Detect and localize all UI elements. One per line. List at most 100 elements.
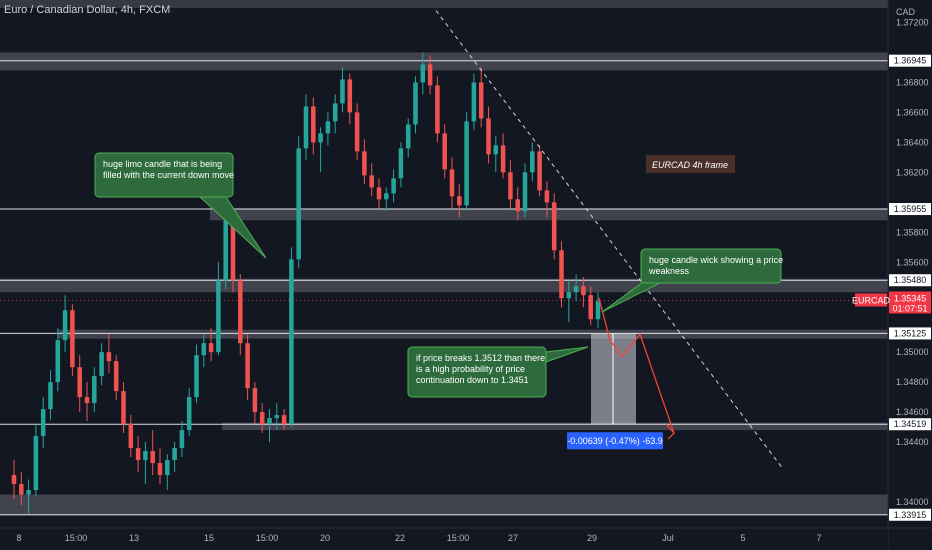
- level-tag: 1.36945: [894, 56, 927, 66]
- candle-body: [420, 64, 426, 83]
- x-tick-label: 7: [816, 533, 821, 543]
- x-tick-label: 15:00: [447, 533, 470, 543]
- candle-body: [471, 82, 477, 122]
- y-tick-label: 1.35600: [896, 257, 929, 267]
- candle-body: [208, 343, 214, 353]
- top-zone: [0, 0, 888, 8]
- candle-body: [19, 484, 24, 495]
- candle-body: [77, 367, 82, 398]
- y-tick-label: 1.34800: [896, 377, 929, 387]
- y-tick-label: 1.34400: [896, 437, 929, 447]
- candle-body: [478, 82, 484, 119]
- y-tick-label: 1.36800: [896, 77, 929, 87]
- x-tick-label: 8: [16, 533, 21, 543]
- candle-body: [530, 151, 535, 173]
- symbol-title: Euro / Canadian Dollar, 4h, FXCM: [4, 4, 171, 16]
- candle-body: [391, 178, 396, 194]
- candle-body: [449, 169, 455, 197]
- candle-body: [296, 148, 301, 260]
- candle-body: [595, 301, 601, 320]
- candle-body: [106, 352, 112, 362]
- level-tag: 1.34519: [894, 419, 927, 429]
- candle-body: [238, 280, 243, 344]
- sr-zone: [210, 208, 888, 221]
- candle-body: [464, 121, 469, 206]
- callout-wick-text: weakness: [648, 266, 690, 276]
- candle-body: [369, 175, 374, 188]
- x-tick-label: 15:00: [65, 533, 88, 543]
- candle-body: [588, 295, 593, 320]
- candle-body: [26, 490, 31, 495]
- callout-breaks-text: if price breaks 1.3512 than there: [416, 353, 545, 363]
- candle-body: [347, 79, 353, 113]
- candle-body: [281, 415, 287, 425]
- y-tick-label: 1.34000: [896, 497, 929, 507]
- x-tick-label: Jul: [662, 533, 674, 543]
- projection-path[interactable]: [598, 298, 675, 434]
- currency-label: CAD: [896, 7, 916, 17]
- last-price-tag-bg: [889, 291, 931, 314]
- candle-body: [223, 220, 228, 281]
- symbol-tag: EURCAD: [852, 295, 891, 305]
- candle-body: [201, 343, 207, 356]
- candle-body: [435, 85, 440, 134]
- candle-body: [522, 172, 528, 212]
- candle-body: [92, 376, 97, 404]
- x-tick-label: 22: [395, 533, 405, 543]
- candle-body: [128, 424, 134, 449]
- y-tick-label: 1.36400: [896, 137, 929, 147]
- x-tick-label: 27: [508, 533, 518, 543]
- symbol-tag-bg: [855, 293, 887, 307]
- candle-body: [274, 415, 280, 419]
- candle-body: [55, 340, 61, 383]
- x-tick-label: 29: [587, 533, 597, 543]
- candle-body: [551, 202, 557, 251]
- callout-breaks-text: is a high probability of price: [416, 364, 525, 374]
- frame-label: EURCAD 4h frame: [652, 160, 728, 170]
- frame-label-bg: [646, 155, 735, 173]
- candle-body: [33, 436, 39, 491]
- candle-body: [194, 355, 199, 398]
- candle-body: [150, 451, 155, 464]
- candle-body: [216, 280, 221, 353]
- sr-zone: [0, 494, 888, 516]
- candle-body: [11, 475, 17, 485]
- callout-limo-text: filled with the current down move: [103, 170, 234, 180]
- candle-body: [559, 250, 564, 299]
- callout-limo-box[interactable]: [94, 152, 234, 198]
- candle-body: [40, 409, 46, 437]
- x-tick-label: 13: [129, 533, 139, 543]
- candle-body: [376, 187, 382, 200]
- last-price-countdown: 01:07:51: [892, 303, 927, 313]
- sr-zone: [0, 52, 888, 71]
- projection-arrowhead: [665, 423, 675, 440]
- candle-body: [143, 451, 148, 461]
- callout-limo-text: huge limo candle that is being: [103, 159, 222, 169]
- x-tick-label: 5: [740, 533, 745, 543]
- candle-body: [70, 310, 75, 368]
- y-tick-label: 1.34600: [896, 407, 929, 417]
- candle-body: [179, 430, 185, 449]
- candle-body: [398, 148, 404, 179]
- candle-body: [157, 463, 163, 476]
- callout-wick-box[interactable]: [640, 248, 782, 284]
- candle-body: [537, 151, 542, 191]
- y-tick-label: 1.36600: [896, 107, 929, 117]
- x-tick-label: 15:00: [256, 533, 279, 543]
- candle-body: [259, 412, 265, 425]
- candle-body: [267, 418, 272, 425]
- level-tag-bg: [889, 54, 931, 67]
- candle-body: [544, 190, 550, 203]
- level-tag-bg: [889, 274, 931, 287]
- candle-body: [581, 286, 586, 296]
- candle-body: [135, 448, 141, 461]
- candle-body: [332, 103, 338, 122]
- callout-breaks-box[interactable]: [407, 346, 547, 398]
- candle-body: [427, 64, 433, 86]
- y-tick-label: 1.36200: [896, 167, 929, 177]
- candle-body: [318, 133, 323, 143]
- sr-zone: [222, 422, 888, 431]
- candle-body: [384, 193, 389, 200]
